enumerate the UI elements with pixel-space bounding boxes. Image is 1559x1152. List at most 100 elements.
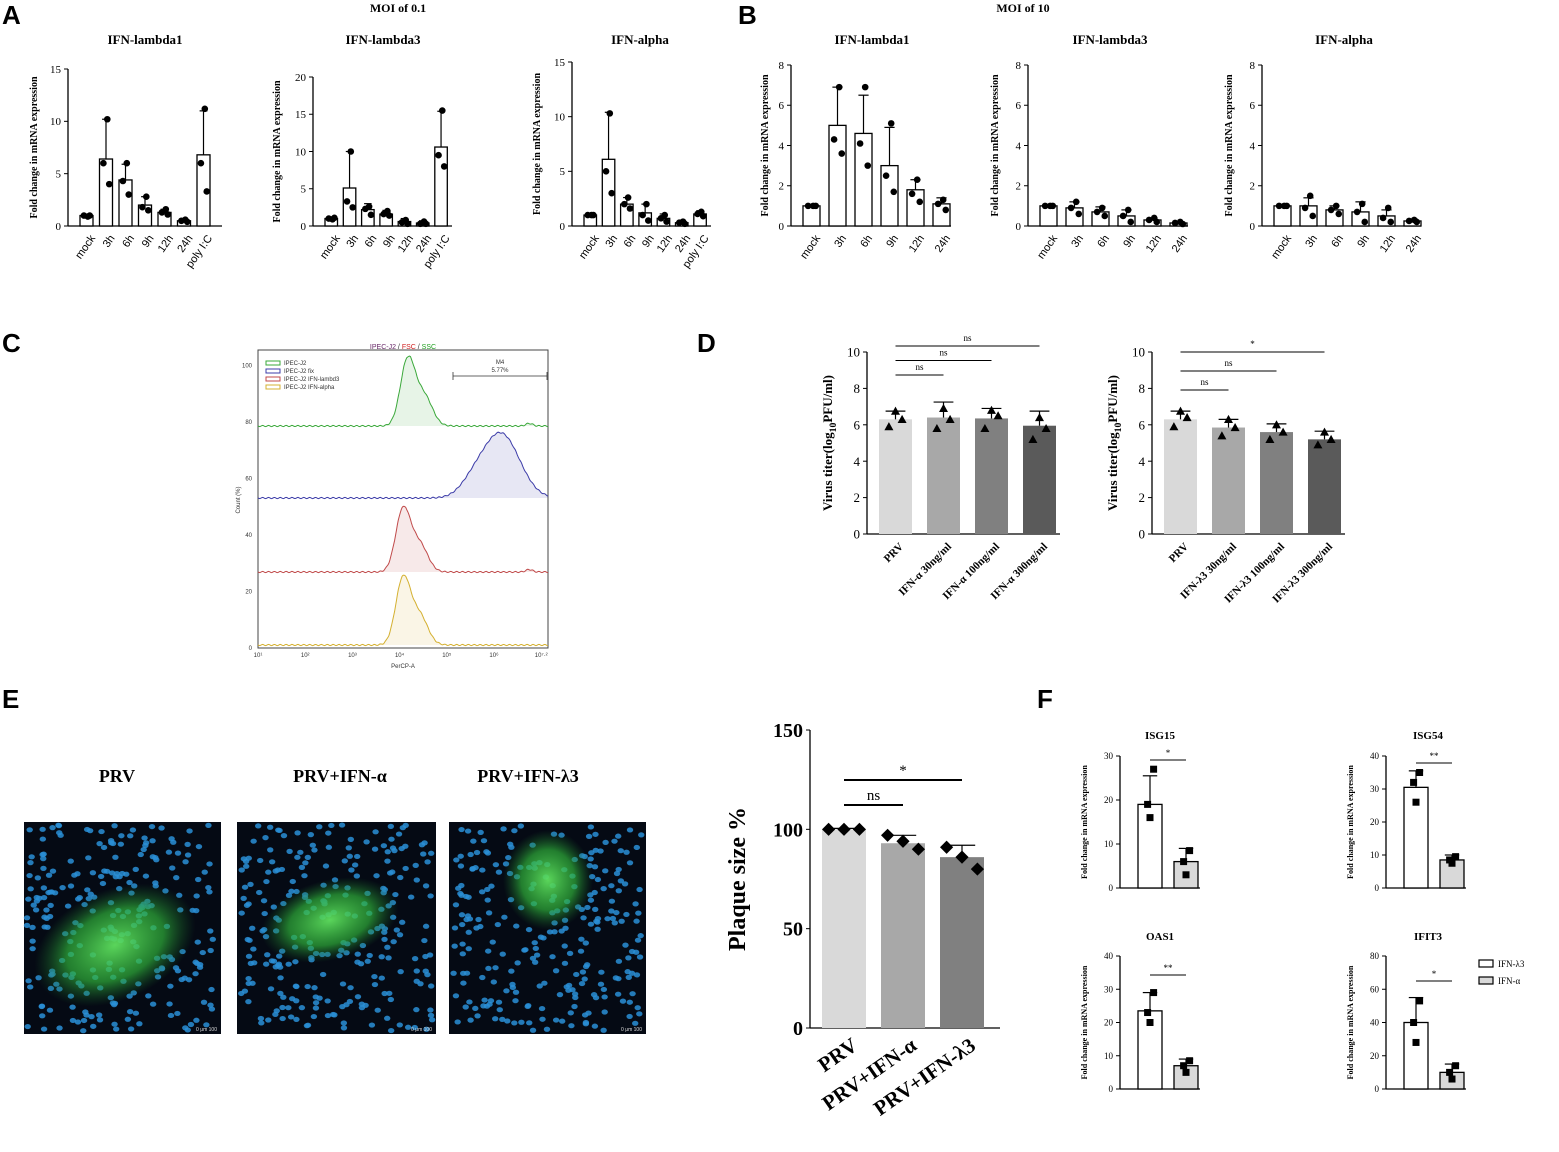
nucleus — [372, 829, 379, 835]
x-tick-label: 10² — [301, 653, 310, 659]
nucleus — [458, 826, 465, 833]
nucleus — [384, 858, 391, 864]
nucleus — [40, 865, 47, 871]
legend-f: IFN-λ3 IFN-α — [1478, 959, 1525, 986]
y-tick-label: 20 — [1104, 795, 1114, 805]
nucleus — [617, 878, 625, 884]
nucleus — [339, 1004, 346, 1010]
nucleus — [279, 1004, 286, 1011]
panel-label-b: B — [738, 0, 757, 30]
nucleus — [565, 987, 572, 993]
y-tick-label: 2 — [1250, 181, 1256, 193]
data-point — [939, 196, 947, 204]
nucleus — [413, 978, 420, 984]
nucleus — [340, 1020, 348, 1026]
x-tick-label: mock — [1035, 233, 1060, 262]
significance-label: * — [899, 763, 907, 779]
nucleus — [25, 978, 32, 984]
nucleus — [285, 961, 292, 967]
nucleus — [591, 1023, 599, 1029]
data-point — [1093, 208, 1101, 216]
nucleus — [427, 1007, 434, 1013]
nucleus — [501, 914, 508, 920]
y-axis-label: Fold change in mRNA expression — [1224, 74, 1235, 216]
micrographs: PRV PRV+IFN-α PRV+IFN-λ3 0 μm 100 0 μm 100 0 … — [23, 766, 646, 1034]
nucleus — [348, 867, 355, 873]
data-point — [942, 206, 950, 214]
nucleus — [464, 828, 472, 834]
histogram-curve — [257, 505, 549, 574]
x-tick-label: 24h — [1170, 233, 1190, 255]
bar — [802, 205, 821, 227]
nucleus — [345, 845, 352, 851]
x-tick-label: 6h — [363, 233, 380, 250]
nucleus — [465, 946, 472, 952]
micrograph-2: 0 μm 100 — [237, 822, 436, 1034]
data-point — [644, 217, 652, 224]
legend-entry: IFN-α — [1498, 976, 1520, 986]
nucleus — [24, 1023, 31, 1030]
x-tick-label: 12h — [396, 233, 416, 255]
nucleus — [517, 823, 525, 829]
nucleus — [207, 947, 214, 954]
nucleus — [26, 872, 33, 879]
nucleus — [411, 956, 419, 962]
nucleus — [381, 936, 388, 942]
data-point — [1144, 1009, 1152, 1017]
nucleus — [617, 848, 624, 854]
nucleus — [384, 849, 391, 855]
nucleus — [592, 847, 599, 853]
nucleus — [402, 865, 409, 872]
nucleus — [397, 969, 404, 975]
histogram-curve — [257, 574, 549, 647]
nucleus — [391, 848, 398, 854]
nucleus — [373, 873, 380, 879]
nucleus — [244, 936, 251, 943]
x-tick-label: 9h — [381, 233, 398, 250]
nucleus — [185, 977, 193, 983]
nucleus — [479, 974, 486, 981]
data-point — [1283, 202, 1291, 210]
data-point — [1171, 219, 1179, 227]
chart-title: IFN-lambda3 — [1072, 32, 1148, 47]
nucleus — [384, 944, 391, 950]
y-tick-label: 8 — [1139, 381, 1146, 396]
nucleus — [126, 879, 133, 886]
nucleus — [506, 841, 514, 847]
nucleus — [46, 1007, 54, 1013]
data-point — [1180, 858, 1188, 866]
nucleus — [388, 836, 395, 842]
data-point — [1182, 1068, 1190, 1076]
nucleus — [41, 924, 48, 930]
data-point — [699, 212, 707, 220]
nucleus — [247, 881, 254, 887]
nucleus — [477, 829, 484, 835]
nucleus — [240, 895, 247, 901]
nucleus — [601, 994, 608, 1000]
nucleus — [170, 839, 177, 845]
nucleus — [29, 946, 36, 952]
nucleus — [460, 970, 467, 976]
bar — [1273, 205, 1292, 227]
nucleus — [25, 896, 32, 902]
nucleus — [267, 847, 274, 853]
nucleus — [518, 1019, 525, 1025]
data-point — [884, 422, 894, 431]
x-tick-label: 10⁵ — [442, 652, 452, 659]
data-point — [945, 414, 955, 423]
legend-swatch — [1478, 976, 1494, 985]
nucleus — [513, 923, 520, 929]
data-point — [1176, 406, 1185, 415]
chart-f4: 0 20 40 60 80 IFIT3 Fold change in mRNA expres… — [1346, 931, 1466, 1094]
chart-b2: 0 2 4 6 8 IFN-lambda3 Fold change in mRNA expr… — [990, 32, 1190, 261]
nucleus — [302, 860, 309, 866]
x-tick-label: 12h — [156, 233, 176, 255]
nucleus — [452, 993, 460, 999]
x-tick-label: 6h — [120, 233, 137, 250]
data-point — [939, 403, 948, 413]
y-tick-label: 0 — [1139, 527, 1146, 542]
nucleus — [298, 864, 306, 870]
nucleus — [390, 939, 397, 945]
nucleus — [23, 922, 31, 928]
